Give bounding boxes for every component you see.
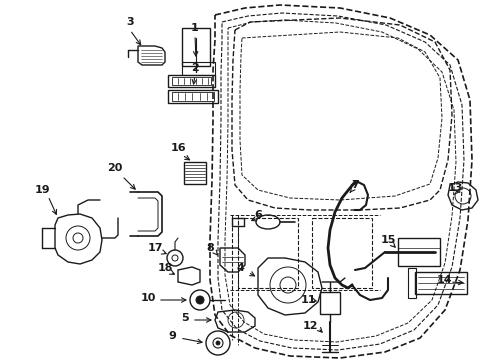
Text: 18: 18 [157,263,173,273]
Bar [320,292,340,314]
Text: 16: 16 [170,143,186,153]
Text: 5: 5 [181,313,189,323]
Circle shape [196,296,204,304]
Bar [312,218,372,288]
Circle shape [216,341,220,345]
Bar [415,272,467,294]
Text: 10: 10 [140,293,156,303]
Text: 14: 14 [437,275,453,285]
Bar [408,268,416,298]
Bar [182,28,210,66]
Text: 8: 8 [206,243,214,253]
Text: 1: 1 [191,23,199,33]
Text: 11: 11 [300,295,316,305]
Text: 12: 12 [302,321,318,331]
Text: 19: 19 [34,185,50,195]
Text: 15: 15 [380,235,396,245]
Bar [184,162,206,184]
Bar [238,218,298,288]
Text: 3: 3 [126,17,134,27]
Text: 7: 7 [351,180,359,190]
Text: 13: 13 [447,183,463,193]
Text: 17: 17 [147,243,163,253]
Bar [398,238,440,266]
Text: 9: 9 [168,331,176,341]
Text: 6: 6 [254,210,262,220]
Text: 4: 4 [236,263,244,273]
Text: 2: 2 [191,63,199,73]
Text: 20: 20 [107,163,122,173]
